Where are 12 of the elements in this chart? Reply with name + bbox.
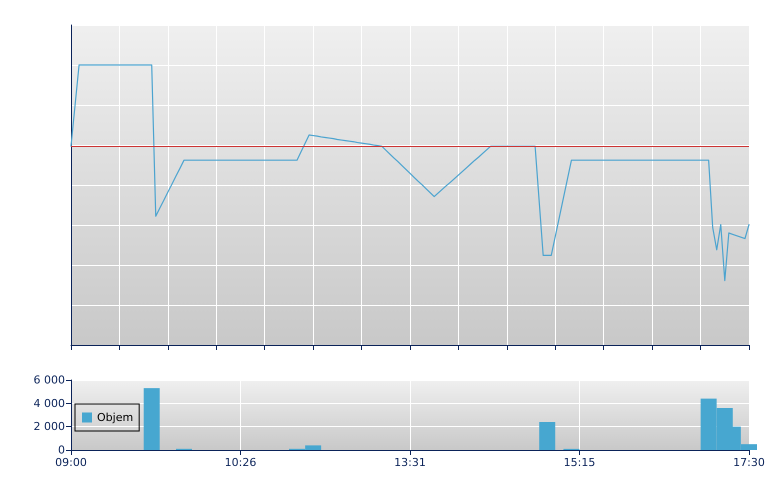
x-tick-label: 10:26 (224, 456, 256, 469)
y-tick-label: 0 (58, 444, 65, 456)
x-tick-label: 15:15 (564, 456, 596, 469)
bar (539, 422, 556, 450)
y-tick-label: 6 000 (34, 374, 65, 386)
legend-label: Objem (97, 411, 134, 424)
x-tick-label: 13:31 (394, 456, 426, 469)
bar (144, 388, 160, 450)
x-tick-label: 09:00 (55, 456, 87, 469)
y-tick-label: 4 000 (34, 396, 65, 410)
x-tick-label: 17:30 (733, 456, 765, 469)
y-tick-label: 2 000 (34, 420, 65, 434)
